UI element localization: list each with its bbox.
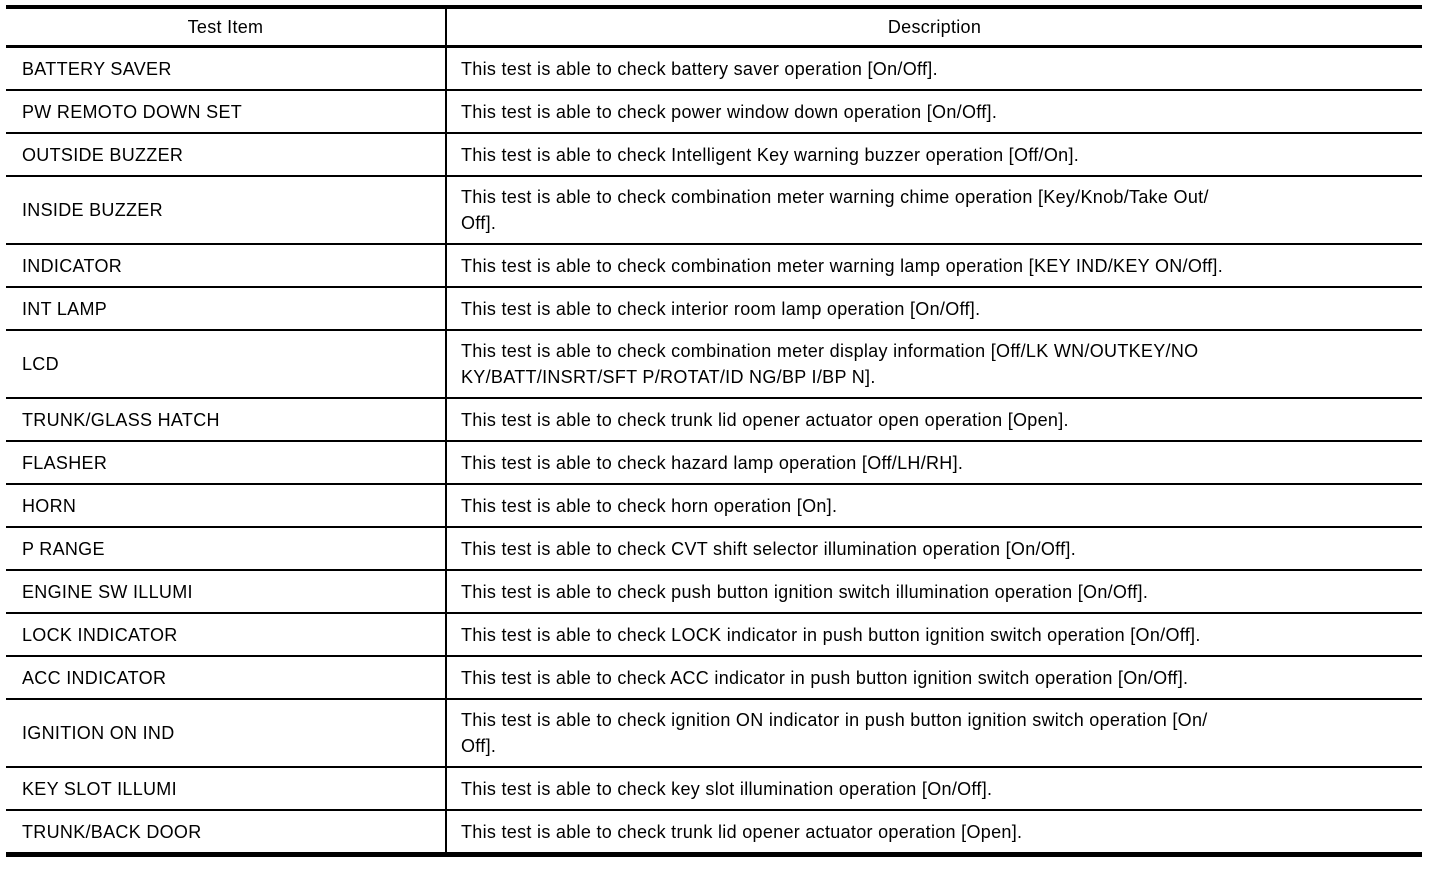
test-item-cell: HORN — [6, 484, 447, 528]
table-row: KEY SLOT ILLUMI This test is able to chec… — [6, 767, 1422, 811]
test-item-cell: LCD — [6, 330, 447, 399]
column-header-test-item: Test Item — [6, 5, 447, 48]
description-cell: This test is able to check battery saver… — [446, 46, 1422, 91]
table-row: IGNITION ON IND This test is able to chec… — [6, 699, 1422, 768]
description-cell: This test is able to check trunk lid ope… — [446, 398, 1422, 442]
table-row: LOCK INDICATOR This test is able to check… — [6, 613, 1422, 657]
table-body: BATTERY SAVER This test is able to check … — [6, 46, 1422, 857]
table-row: INDICATOR This test is able to check comb… — [6, 244, 1422, 288]
description-cell: This test is able to check key slot illu… — [446, 767, 1422, 811]
description-cell: This test is able to check ignition ON i… — [446, 699, 1422, 768]
test-item-cell: TRUNK/GLASS HATCH — [6, 398, 447, 442]
table-row: TRUNK/BACK DOOR This test is able to chec… — [6, 810, 1422, 857]
description-cell: This test is able to check horn operatio… — [446, 484, 1422, 528]
test-item-cell: P RANGE — [6, 527, 447, 571]
description-cell: This test is able to check Intelligent K… — [446, 133, 1422, 177]
test-item-cell: INDICATOR — [6, 244, 447, 288]
test-item-cell: OUTSIDE BUZZER — [6, 133, 447, 177]
description-cell: This test is able to check power window … — [446, 90, 1422, 134]
column-header-description: Description — [446, 5, 1422, 48]
table-row: FLASHER This test is able to check hazard… — [6, 441, 1422, 485]
description-cell: This test is able to check push button i… — [446, 570, 1422, 614]
table-row: P RANGE This test is able to check CVT sh… — [6, 527, 1422, 571]
test-item-cell: IGNITION ON IND — [6, 699, 447, 768]
description-cell: This test is able to check CVT shift sel… — [446, 527, 1422, 571]
table-row: HORN This test is able to check horn oper… — [6, 484, 1422, 528]
table-row: LCD This test is able to check combinatio… — [6, 330, 1422, 399]
table-row: BATTERY SAVER This test is able to check … — [6, 46, 1422, 91]
test-item-cell: KEY SLOT ILLUMI — [6, 767, 447, 811]
description-cell: This test is able to check combination m… — [446, 176, 1422, 245]
description-cell: This test is able to check hazard lamp o… — [446, 441, 1422, 485]
test-item-cell: BATTERY SAVER — [6, 46, 447, 91]
test-item-cell: ENGINE SW ILLUMI — [6, 570, 447, 614]
table-row: ACC INDICATOR This test is able to check … — [6, 656, 1422, 700]
description-cell: This test is able to check trunk lid ope… — [446, 810, 1422, 857]
test-item-cell: FLASHER — [6, 441, 447, 485]
description-cell: This test is able to check combination m… — [446, 330, 1422, 399]
table-row: TRUNK/GLASS HATCH This test is able to ch… — [6, 398, 1422, 442]
description-cell: This test is able to check combination m… — [446, 244, 1422, 288]
description-cell: This test is able to check LOCK indicato… — [446, 613, 1422, 657]
table-row: OUTSIDE BUZZER This test is able to check… — [6, 133, 1422, 177]
test-item-cell: TRUNK/BACK DOOR — [6, 810, 447, 857]
table-row: PW REMOTO DOWN SET This test is able to c… — [6, 90, 1422, 134]
description-cell: This test is able to check ACC indicator… — [446, 656, 1422, 700]
test-item-cell: INSIDE BUZZER — [6, 176, 447, 245]
test-item-cell: LOCK INDICATOR — [6, 613, 447, 657]
table-row: INSIDE BUZZER This test is able to check … — [6, 176, 1422, 245]
test-item-cell: ACC INDICATOR — [6, 656, 447, 700]
table-row: INT LAMP This test is able to check inter… — [6, 287, 1422, 331]
test-item-cell: INT LAMP — [6, 287, 447, 331]
test-item-cell: PW REMOTO DOWN SET — [6, 90, 447, 134]
description-cell: This test is able to check interior room… — [446, 287, 1422, 331]
test-items-table: Test Item Description BATTERY SAVER This … — [6, 5, 1422, 857]
table-row: ENGINE SW ILLUMI This test is able to che… — [6, 570, 1422, 614]
table-header-row: Test Item Description — [6, 5, 1422, 48]
